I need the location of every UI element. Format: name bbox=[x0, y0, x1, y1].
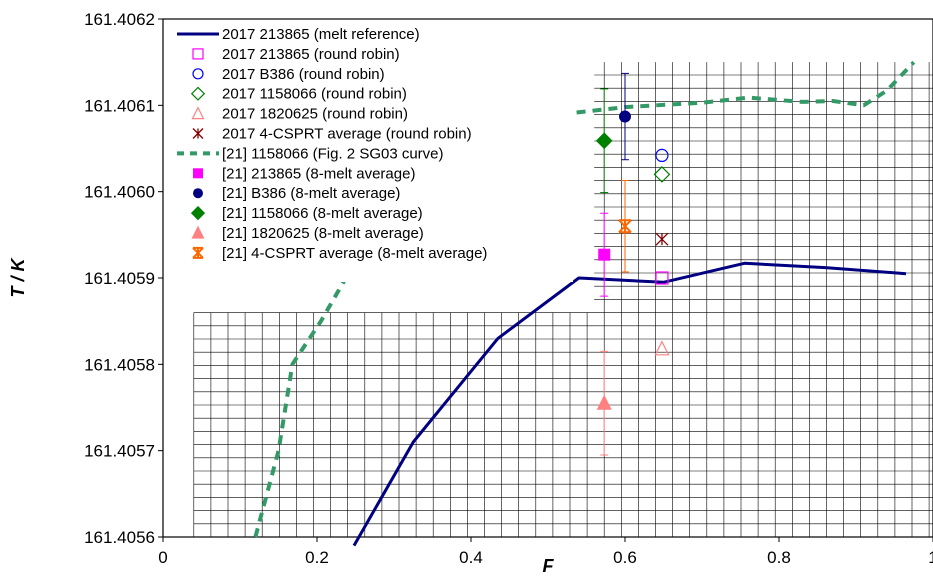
legend-label: [21] 4-CSPRT average (8-melt average) bbox=[222, 245, 487, 262]
legend-label: 2017 1820625 (round robin) bbox=[222, 106, 408, 123]
legend-swatch-marker bbox=[193, 168, 203, 179]
legend-swatch-marker-shape bbox=[193, 188, 203, 199]
legend-swatch-marker bbox=[190, 86, 206, 101]
x-axis-ticks: 0 0.2 0.4 0.6 0.8 1 bbox=[158, 537, 933, 567]
legend-label: 2017 213865 (round robin) bbox=[222, 46, 400, 63]
y-tick-label: 161.4060 bbox=[84, 183, 155, 202]
y-tick-label: 161.4057 bbox=[84, 442, 155, 461]
x-tick-label: 1 bbox=[928, 548, 933, 567]
data-point-7 bbox=[598, 248, 611, 261]
legend-swatch-marker-shape bbox=[192, 48, 204, 60]
x-tick-label: 0.6 bbox=[613, 548, 637, 567]
x-tick-label: 0.4 bbox=[459, 548, 483, 567]
data-point-9-shape bbox=[595, 132, 613, 150]
legend-swatch-marker bbox=[192, 246, 204, 259]
data-point-5 bbox=[655, 232, 669, 246]
x-tick-label: 0.2 bbox=[305, 548, 329, 567]
x-tick-label: 0.8 bbox=[767, 548, 791, 567]
legend-label: 2017 4-CSPRT average (round robin) bbox=[222, 126, 472, 143]
data-point-8-shape bbox=[619, 110, 631, 123]
y-tick-label: 161.4059 bbox=[84, 269, 155, 288]
legend-swatch-marker bbox=[193, 188, 203, 199]
data-point-4-shape bbox=[654, 340, 670, 356]
legend-swatch-marker bbox=[190, 206, 206, 221]
legend-swatch-marker-shape bbox=[191, 225, 205, 239]
legend-swatch-marker bbox=[192, 68, 204, 80]
legend-swatch-marker-shape bbox=[190, 206, 206, 221]
legend-swatch-marker bbox=[192, 128, 204, 139]
legend-swatch-marker-shape bbox=[192, 68, 204, 80]
data-point-10 bbox=[596, 394, 612, 410]
data-point-3-shape bbox=[653, 166, 671, 183]
legend-label: 2017 B386 (round robin) bbox=[222, 66, 385, 83]
x-tick-label: 0 bbox=[158, 548, 167, 567]
series-line-0 bbox=[352, 261, 907, 547]
data-point-9 bbox=[595, 132, 613, 150]
data-point-1 bbox=[655, 271, 669, 285]
legend-label: 2017 213865 (melt reference) bbox=[222, 26, 420, 43]
data-point-7-shape bbox=[598, 248, 611, 261]
legend-label: [21] 1158066 (8-melt average) bbox=[222, 205, 423, 222]
data-point-4 bbox=[654, 340, 670, 356]
data-point-1-shape bbox=[655, 271, 669, 285]
legend-swatch-marker-shape bbox=[190, 86, 206, 101]
legend-label: 2017 1158066 (round robin) bbox=[222, 86, 407, 103]
y-tick-label: 161.4061 bbox=[84, 96, 155, 115]
y-axis-ticks: 161.4056 161.4057 161.4058 161.4059 161.4060… bbox=[84, 10, 163, 547]
legend-background bbox=[168, 22, 573, 282]
legend-label: [21] B386 (8-melt average) bbox=[222, 185, 400, 202]
data-point-2 bbox=[655, 148, 669, 163]
y-tick-label: 161.4058 bbox=[84, 355, 155, 374]
legend-label: [21] 213865 (8-melt average) bbox=[222, 165, 415, 182]
data-point-8 bbox=[619, 110, 631, 123]
y-tick-label: 161.4056 bbox=[84, 528, 155, 547]
legend-swatch-marker bbox=[192, 48, 204, 60]
data-point-11 bbox=[618, 219, 632, 234]
x-axis-label: F bbox=[543, 556, 555, 576]
y-tick-label: 161.4062 bbox=[84, 10, 155, 29]
legend: 2017 213865 (melt reference) 2017 213865 … bbox=[168, 22, 573, 282]
legend-swatch-marker-shape bbox=[193, 168, 203, 179]
data-point-2-shape bbox=[655, 148, 669, 163]
legend-swatch-marker bbox=[191, 106, 205, 120]
legend-label: [21] 1158066 (Fig. 2 SG03 curve) bbox=[222, 145, 444, 162]
legend-label: [21] 1820625 (8-melt average) bbox=[222, 225, 424, 242]
legend-swatch-marker bbox=[191, 225, 205, 239]
legend-swatch-marker-shape bbox=[191, 106, 205, 120]
data-point-10-shape bbox=[596, 394, 612, 410]
data-point-3 bbox=[653, 166, 671, 183]
y-axis-label: T / K bbox=[8, 257, 28, 298]
